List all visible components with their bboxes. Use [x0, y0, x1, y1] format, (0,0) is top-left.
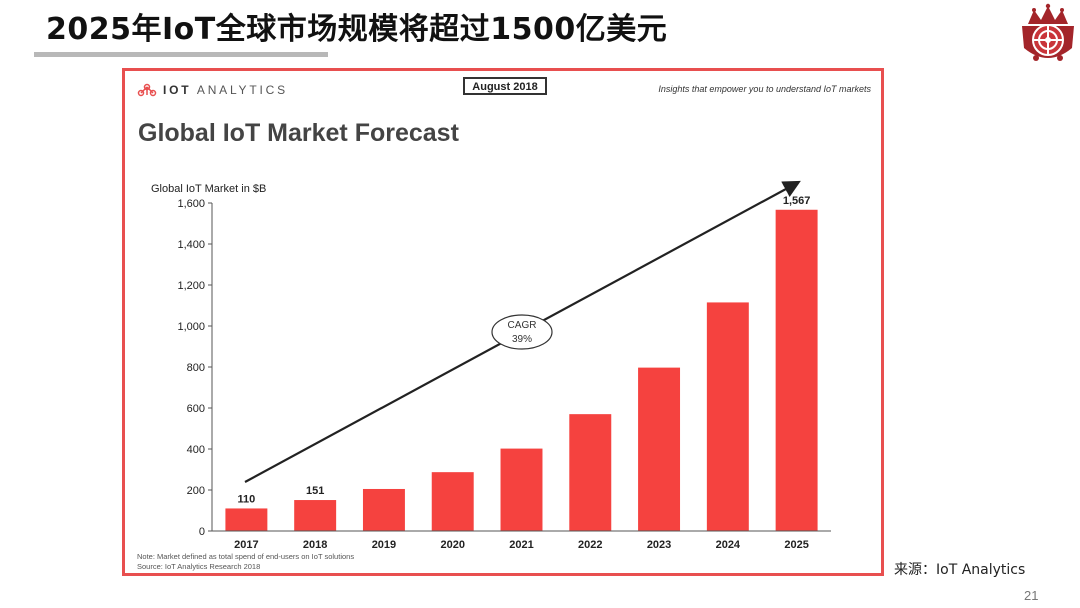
- date-badge: August 2018: [463, 77, 547, 95]
- data-label-2025: 1,567: [783, 195, 811, 207]
- y-tick-label: 0: [199, 526, 205, 538]
- brand-name: IOT ANALYTICS: [163, 83, 288, 97]
- x-tick-label: 2024: [716, 539, 741, 551]
- cagr-bubble: [491, 314, 553, 350]
- note-source: Source: IoT Analytics Research 2018: [137, 562, 261, 571]
- bar-2021: [500, 448, 543, 531]
- data-label-2018: 151: [306, 485, 324, 497]
- y-tick-label: 1,200: [177, 280, 205, 292]
- note-definition: Note: Market defined as total spend of e…: [137, 552, 355, 561]
- x-tick-label: 2020: [440, 539, 464, 551]
- chart-note: Note: Market defined as total spend of e…: [137, 552, 354, 572]
- brand: IOT ANALYTICS: [137, 80, 288, 100]
- chart-title: Global IoT Market Forecast: [138, 119, 459, 147]
- x-tick-label: 2019: [372, 539, 396, 551]
- y-tick-label: 1,000: [177, 321, 205, 333]
- bar-2017: [225, 508, 268, 531]
- bar-2025: [775, 209, 818, 531]
- x-tick-label: 2025: [784, 539, 808, 551]
- title-underline: [34, 52, 328, 57]
- crown-logo-icon: [1022, 3, 1074, 61]
- x-tick-label: 2021: [509, 539, 533, 551]
- bar-2020: [431, 472, 474, 531]
- brand-bold: IOT: [163, 83, 192, 97]
- brand-rest: ANALYTICS: [196, 83, 288, 97]
- bar-2023: [638, 367, 681, 531]
- tagline: Insights that empower you to understand …: [658, 84, 871, 94]
- bar-chart: Global IoT Market in $B 0 200 400 600 800 1,0…: [151, 180, 831, 551]
- chart-frame: IOT ANALYTICS August 2018 Insights that …: [122, 68, 884, 576]
- x-tick-label: 2018: [303, 539, 327, 551]
- cagr-label: CAGR: [508, 320, 537, 331]
- y-tick-label: 600: [187, 403, 205, 415]
- bar-2024: [706, 302, 749, 531]
- y-tick-label: 400: [187, 444, 205, 456]
- slide-title: 2025年IoT全球市场规模将超过1500亿美元: [46, 12, 668, 47]
- bar-2018: [294, 500, 337, 531]
- x-tick-label: 2023: [647, 539, 671, 551]
- y-tick-label: 800: [187, 362, 205, 374]
- bar-2019: [362, 488, 405, 531]
- y-tick-label: 1,400: [177, 239, 205, 251]
- y-tick-label: 200: [187, 485, 205, 497]
- cagr-value: 39%: [512, 334, 532, 345]
- source-caption: 来源：IoT Analytics: [894, 562, 1026, 578]
- page-number: 21: [1024, 588, 1039, 603]
- data-label-2017: 110: [238, 493, 256, 505]
- x-tick-label: 2017: [234, 539, 258, 551]
- bar-2022: [569, 414, 612, 531]
- y-tick-label: 1,600: [177, 198, 205, 210]
- x-tick-label: 2022: [578, 539, 602, 551]
- y-axis-label: Global IoT Market in $B: [151, 183, 266, 195]
- network-nodes-icon: [137, 83, 157, 97]
